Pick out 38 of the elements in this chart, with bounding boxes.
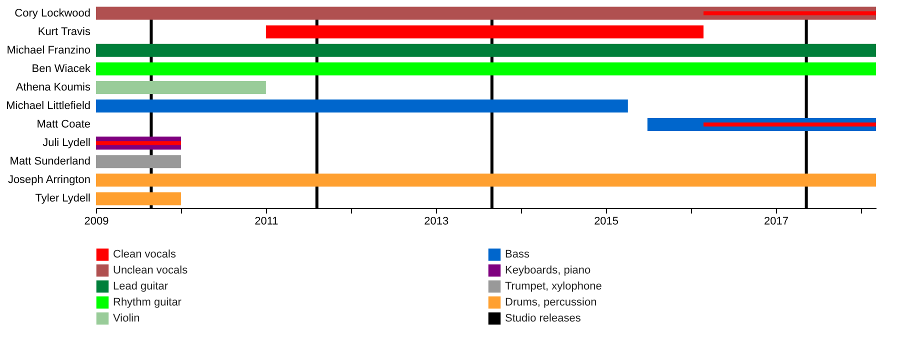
bar — [96, 6, 876, 20]
bar — [96, 80, 266, 94]
bar — [96, 141, 181, 146]
bar — [704, 11, 876, 16]
bar — [96, 62, 876, 76]
y-tick-label: Juli Lydell — [42, 137, 90, 150]
bar — [704, 122, 876, 127]
bar — [96, 192, 181, 206]
y-tick-label: Tyler Lydell — [35, 192, 90, 205]
legend-label: Bass — [505, 248, 530, 261]
x-tick-label: 2009 — [84, 216, 109, 228]
x-tick-label: 2013 — [424, 216, 449, 228]
legend-label: Studio releases — [505, 312, 582, 324]
x-tick-label: 2015 — [594, 216, 619, 228]
bar — [96, 44, 876, 57]
legend-label: Clean vocals — [113, 248, 176, 261]
legend-label: Rhythm guitar — [113, 296, 182, 308]
x-tick-label: 2011 — [254, 216, 278, 228]
y-tick-label: Ben Wiacek — [32, 62, 91, 75]
y-tick-label: Matt Sunderland — [10, 156, 90, 168]
legend-label: Unclean vocals — [113, 264, 188, 276]
legend-label: Violin — [113, 312, 140, 324]
legend-label: Lead guitar — [113, 280, 168, 292]
y-tick-label: Michael Franzino — [6, 44, 90, 56]
y-tick-label: Matt Coate — [36, 118, 90, 131]
legend-label: Drums, percussion — [505, 296, 597, 308]
bar — [96, 100, 628, 112]
y-tick-label: Michael Littlefield — [6, 100, 90, 112]
bar — [266, 25, 704, 38]
bar — [96, 174, 876, 187]
legend-label: Trumpet, xylophone — [505, 280, 602, 292]
bar — [96, 155, 181, 168]
y-tick-label: Kurt Travis — [38, 26, 91, 38]
y-tick-label: Cory Lockwood — [14, 7, 90, 20]
x-tick-label: 2017 — [764, 216, 788, 228]
y-tick-label: Athena Koumis — [16, 81, 91, 94]
legend-label: Keyboards, piano — [505, 264, 591, 276]
y-tick-label: Joseph Arrington — [8, 174, 90, 186]
